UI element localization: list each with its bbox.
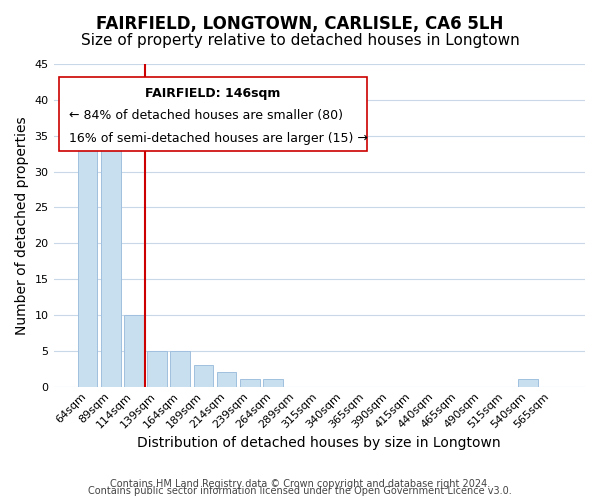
- Bar: [77, 143, 97, 386]
- Bar: [240, 380, 260, 386]
- Bar: [217, 372, 236, 386]
- Y-axis label: Number of detached properties: Number of detached properties: [15, 116, 29, 334]
- Text: 16% of semi-detached houses are larger (15) →: 16% of semi-detached houses are larger (…: [70, 132, 368, 144]
- Text: Size of property relative to detached houses in Longtown: Size of property relative to detached ho…: [80, 32, 520, 48]
- Bar: [101, 143, 121, 386]
- Text: FAIRFIELD, LONGTOWN, CARLISLE, CA6 5LH: FAIRFIELD, LONGTOWN, CARLISLE, CA6 5LH: [97, 15, 503, 33]
- Text: Contains HM Land Registry data © Crown copyright and database right 2024.: Contains HM Land Registry data © Crown c…: [110, 479, 490, 489]
- Bar: [147, 351, 167, 386]
- Bar: [124, 315, 144, 386]
- Bar: [170, 351, 190, 386]
- Text: ← 84% of detached houses are smaller (80): ← 84% of detached houses are smaller (80…: [70, 109, 343, 122]
- Text: FAIRFIELD: 146sqm: FAIRFIELD: 146sqm: [145, 86, 281, 100]
- X-axis label: Distribution of detached houses by size in Longtown: Distribution of detached houses by size …: [137, 436, 501, 450]
- Bar: [518, 380, 538, 386]
- Bar: [263, 380, 283, 386]
- Text: Contains public sector information licensed under the Open Government Licence v3: Contains public sector information licen…: [88, 486, 512, 496]
- Bar: [194, 365, 213, 386]
- FancyBboxPatch shape: [59, 77, 367, 151]
